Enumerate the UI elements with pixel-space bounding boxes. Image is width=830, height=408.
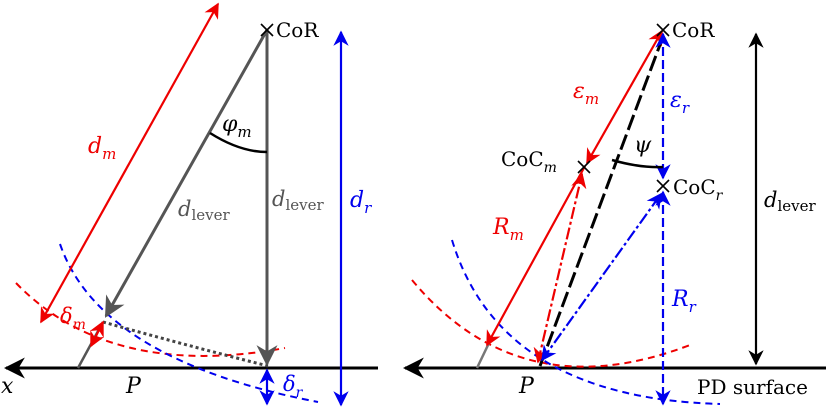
right-panel: CoR εm εr ψ CoCm CoCr dlever Rm Rr P PD …: [402, 18, 826, 406]
right-p-label: P: [518, 374, 535, 399]
right-psi-arc: [611, 158, 664, 169]
left-lever-slanted: [104, 29, 269, 318]
left-p-label: P: [125, 374, 142, 399]
left-delta-m-label: δm: [60, 304, 86, 333]
left-cor-cross-icon: [260, 23, 274, 37]
left-dlever-vertical-label: dlever: [272, 187, 324, 214]
right-rr-label: Rr: [671, 287, 697, 316]
left-phi-label: φm: [222, 112, 252, 141]
right-rm-label: Rm: [492, 215, 524, 244]
right-eps-m-arrow: [586, 29, 663, 165]
left-delta-m-arrow: [89, 320, 105, 348]
left-dm-label: dm: [88, 134, 116, 163]
right-psi-label: ψ: [634, 133, 652, 158]
right-dlever-label: dlever: [764, 188, 816, 215]
right-cocr-cross-icon: [656, 179, 670, 193]
left-phi-arc: [209, 131, 268, 154]
left-red-dashed-arc: [15, 282, 286, 357]
left-delta-r-label: δr: [283, 372, 304, 401]
left-blue-dashed-arc: [59, 243, 319, 403]
right-red-dashed-arc: [411, 279, 691, 368]
right-blue-dashdot: [541, 192, 662, 362]
right-eps-m-label: εm: [573, 79, 599, 108]
right-blue-dashed-arc: [451, 239, 721, 405]
right-rm-arrow: [486, 165, 586, 347]
left-dr-label: dr: [350, 188, 372, 217]
right-surface-label: PD surface: [697, 375, 808, 399]
left-panel: CoR dm φm dlever dlever dr δm δr P x: [1, 2, 378, 407]
right-cor-label: CoR: [672, 18, 715, 42]
right-cocr-label: CoCr: [673, 175, 724, 204]
right-cor-cross-icon: [656, 23, 670, 37]
left-x-label: x: [1, 374, 14, 399]
right-cocm-label: CoCm: [501, 147, 557, 176]
left-cor-label: CoR: [276, 18, 319, 42]
left-dlever-slanted-label: dlever: [178, 197, 230, 224]
right-gray-stub: [475, 342, 491, 369]
right-eps-r-label: εr: [670, 88, 690, 117]
right-cocm-cross-icon: [577, 160, 591, 174]
left-dotted-arc: [102, 320, 269, 368]
left-dm-arrow: [40, 2, 219, 324]
right-black-dashed-line: [538, 33, 666, 367]
